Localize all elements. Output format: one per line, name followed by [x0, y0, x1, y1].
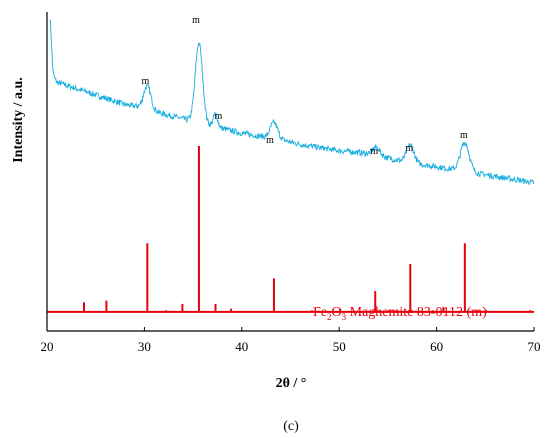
formula-sub-2: 2 — [327, 312, 332, 322]
formula-o: O — [332, 305, 342, 320]
reference-pattern-label: Fe2O3 Maghemite 83-0112 (m) — [313, 305, 487, 322]
plot-area: m m m m m m m — [47, 15, 535, 313]
peak-annotation: m — [141, 76, 149, 87]
x-tick-label: 50 — [333, 339, 346, 354]
formula-sub-3: 3 — [342, 312, 347, 322]
x-tick-label: 20 — [41, 339, 54, 354]
x-tick-label: 60 — [430, 339, 443, 354]
x-tick-label: 70 — [528, 339, 541, 354]
peak-annotation: m — [370, 146, 378, 157]
reference-name: Maghemite 83-0112 (m) — [346, 305, 487, 320]
peak-annotation: m — [460, 130, 468, 141]
x-axis-ticks: 20 30 40 50 60 70 — [41, 327, 541, 354]
axes — [46, 12, 534, 332]
peak-annotation: m — [192, 15, 200, 26]
formula-fe: Fe — [313, 305, 327, 320]
x-tick-label: 40 — [235, 339, 248, 354]
y-axis-title: Intensity / a.u. — [11, 77, 26, 163]
peak-annotation: m — [405, 143, 413, 154]
peak-annotation: m — [215, 111, 223, 122]
x-tick-label: 30 — [138, 339, 151, 354]
peak-annotation: m — [266, 135, 274, 146]
x-axis-title: 2θ / ° — [276, 376, 307, 391]
xrd-pattern-line — [49, 19, 535, 185]
panel-label: (c) — [283, 419, 299, 434]
